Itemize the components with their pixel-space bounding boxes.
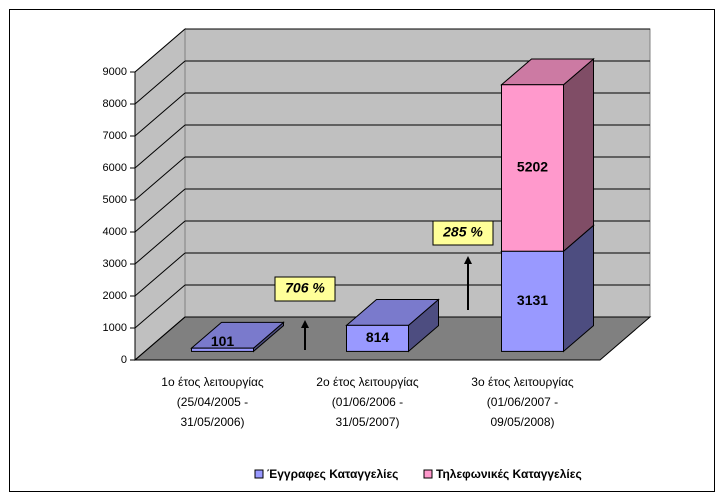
- bar: [501, 250, 564, 352]
- y-tick-label: 0: [121, 354, 127, 366]
- grid-line: [134, 284, 186, 329]
- grid-line: [134, 188, 186, 233]
- legend-marker: [254, 469, 264, 479]
- grid-line: [134, 92, 186, 137]
- annotation: 285 %: [442, 224, 483, 240]
- annotation: 706 %: [285, 280, 325, 296]
- y-tick-label: 5000: [103, 194, 127, 206]
- data-label: 101: [211, 333, 235, 349]
- y-tick-label: 6000: [103, 162, 127, 174]
- bar: [191, 347, 254, 352]
- grid-line: [134, 252, 186, 297]
- x-tick-label: 1ο έτος λειτουργίας: [161, 375, 264, 389]
- data-label: 3131: [517, 292, 548, 308]
- data-label: 5202: [517, 159, 548, 175]
- x-tick-label: (01/06/2006 -: [332, 395, 403, 409]
- y-tick-label: 2000: [103, 290, 127, 302]
- y-tick-label: 8000: [103, 98, 127, 110]
- grid-line: [134, 28, 186, 73]
- grid-line: [134, 316, 186, 361]
- y-tick-label: 3000: [103, 258, 127, 270]
- arrow-head: [464, 256, 472, 264]
- y-tick-label: 1000: [103, 322, 127, 334]
- legend-marker: [423, 469, 433, 479]
- bar: [501, 84, 564, 252]
- annotation-box: [274, 276, 336, 302]
- legend-label: Τηλεφωνικές Καταγγελίες: [436, 467, 582, 481]
- x-tick-label: 09/05/2008): [490, 415, 554, 429]
- data-label: 814: [366, 329, 390, 345]
- x-tick-label: (01/06/2007 -: [487, 395, 558, 409]
- x-tick-label: 2ο έτος λειτουργίας: [316, 375, 419, 389]
- y-tick-label: 4000: [103, 226, 127, 238]
- bar: [346, 324, 409, 352]
- grid-line: [134, 60, 186, 105]
- y-tick-label: 9000: [103, 66, 127, 78]
- x-tick-label: 31/05/2006): [180, 415, 244, 429]
- x-tick-label: 31/05/2007): [335, 415, 399, 429]
- y-tick-label: 7000: [103, 130, 127, 142]
- arrow-head: [301, 320, 309, 328]
- legend-label: Έγγραφες Καταγγελίες: [267, 467, 398, 481]
- x-tick-label: (25/04/2005 -: [177, 395, 248, 409]
- grid-line: [134, 220, 186, 265]
- side-wall: [134, 27, 186, 362]
- annotation-box: [432, 220, 494, 246]
- x-tick-label: 3ο έτος λειτουργίας: [471, 375, 574, 389]
- bar-side: [563, 57, 594, 253]
- grid-line: [134, 124, 186, 169]
- grid-line: [134, 156, 186, 201]
